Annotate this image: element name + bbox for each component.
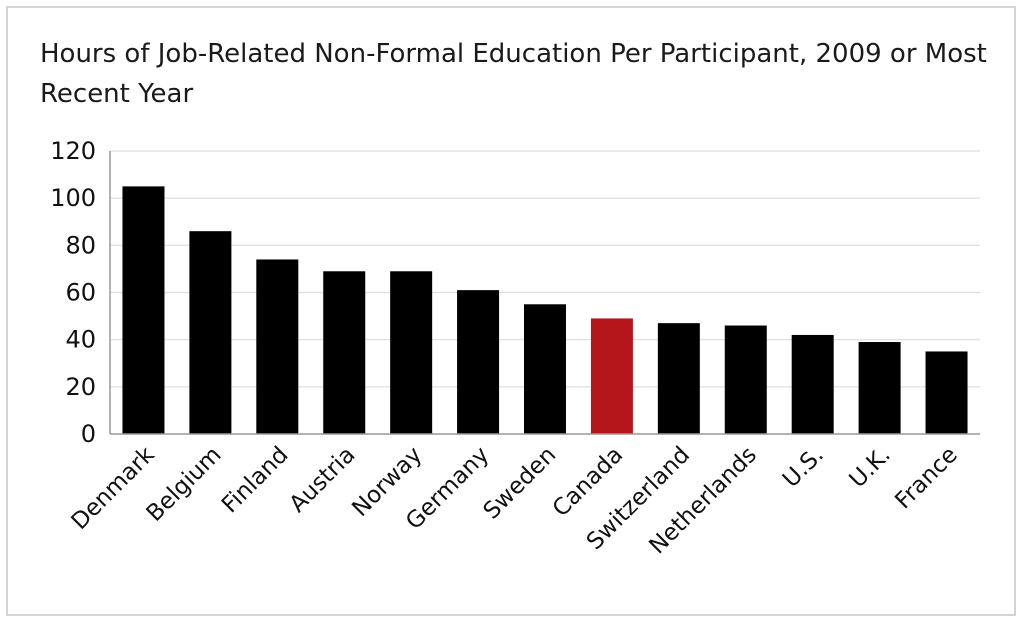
y-axis: 0 20 40 60 80 100 120 [50,137,96,448]
bar-norway [390,271,433,434]
x-tick-label-u-k: U.K. [845,442,896,493]
chart-frame [6,6,1016,616]
y-tick-label-40: 40 [65,326,96,354]
x-tick-label-belgium: Belgium [142,442,227,527]
bar-germany [457,290,500,434]
x-tick-label-denmark: Denmark [67,441,161,535]
bar-u-s [791,334,834,434]
bars [122,186,968,434]
x-tick-label-finland: Finland [217,442,294,519]
bar-finland [256,259,299,434]
y-tick-label-100: 100 [50,184,96,212]
x-tick-labels: DenmarkBelgiumFinlandAustriaNorwayGerman… [67,441,963,559]
x-axis [109,151,980,435]
x-tick-label-sweden: Sweden [479,442,562,525]
x-tick-label-france: France [890,442,962,514]
bar-netherlands [724,325,767,434]
bar-switzerland [657,323,700,434]
bar-austria [323,271,366,434]
bar-denmark [122,186,165,434]
bar-sweden [524,304,566,434]
chart-title: Hours of Job-Related Non-Formal Educatio… [40,39,987,109]
bar-canada [590,318,633,434]
bar-france [925,351,968,434]
y-tick-label-80: 80 [65,231,96,259]
x-tick-label-u-s: U.S. [778,442,829,493]
y-tick-label-120: 120 [50,137,96,165]
y-tick-label-60: 60 [65,279,96,307]
bar-u-k [858,342,901,434]
y-tick-label-20: 20 [65,373,96,401]
y-tick-label-0: 0 [81,420,96,448]
bar-belgium [189,231,232,434]
